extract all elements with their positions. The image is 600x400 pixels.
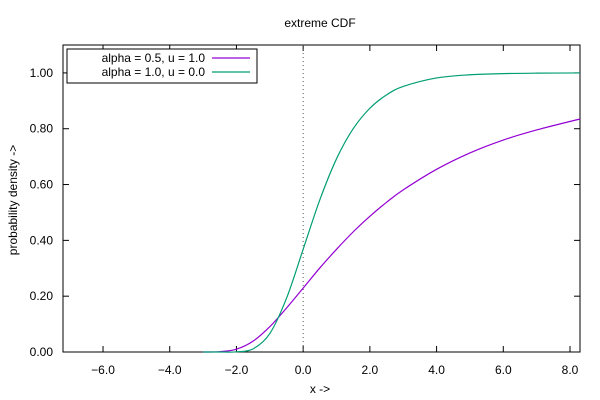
legend-box — [66, 48, 258, 84]
plot-area: −6.0 −4.0 −2.0 0.0 2.0 4.0 6.0 8.0 0.00 0.20 0.40 0… — [30, 44, 581, 377]
y-axis-label: probability density -> — [6, 145, 20, 255]
legend-label-2: alpha = 1.0, u = 0.0 — [102, 65, 206, 79]
y-tick-label: 0.20 — [30, 289, 54, 303]
plot-frame — [62, 44, 581, 353]
chart-title: extreme CDF — [284, 16, 355, 30]
y-tick-label: 1.00 — [30, 66, 54, 80]
y-tick-label: 0.80 — [30, 122, 54, 136]
y-tick-label: 0.40 — [30, 233, 54, 247]
x-tick-label: −2.0 — [225, 363, 249, 377]
x-axis-label: x -> — [310, 382, 330, 396]
y-tick-label: 0.00 — [30, 345, 54, 359]
y-tick-label: 0.60 — [30, 178, 54, 192]
series-line-2 — [203, 72, 581, 353]
x-tick-label: 4.0 — [428, 363, 445, 377]
x-tick-label: 6.0 — [495, 363, 512, 377]
x-tick-label: 2.0 — [362, 363, 379, 377]
x-tick-label: 8.0 — [562, 363, 579, 377]
legend-label-1: alpha = 0.5, u = 1.0 — [102, 51, 206, 65]
x-tick-label: −4.0 — [158, 363, 182, 377]
x-tick-label: 0.0 — [295, 363, 312, 377]
series-line-1 — [203, 118, 581, 353]
x-tick-label: −6.0 — [91, 363, 115, 377]
